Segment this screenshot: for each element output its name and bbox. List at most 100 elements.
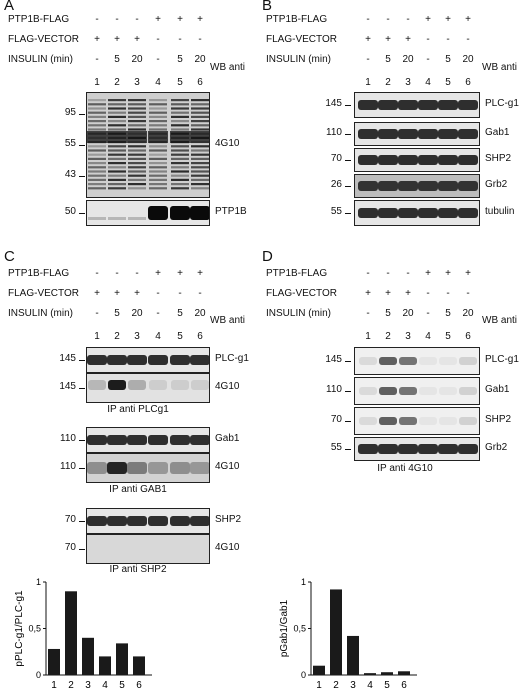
- band: [107, 131, 127, 143]
- condition-value: 20: [194, 308, 206, 319]
- mw-marker: 55: [64, 138, 76, 149]
- band: [358, 208, 378, 218]
- y-tick-label: 1: [36, 577, 41, 587]
- blot-4g10: [86, 373, 210, 403]
- band: [171, 380, 189, 390]
- band: [171, 157, 189, 160]
- condition-value: -: [366, 14, 370, 25]
- antibody-label: PTP1B: [215, 206, 247, 217]
- condition-value: -: [466, 288, 470, 299]
- lane-number: 2: [114, 331, 120, 342]
- band: [108, 174, 126, 177]
- condition-value: -: [366, 54, 370, 65]
- lane-number: 2: [114, 77, 120, 88]
- band: [148, 462, 168, 474]
- bar: [330, 589, 342, 675]
- blot-shp2: [354, 148, 480, 172]
- y-tick-label: 0: [301, 670, 306, 680]
- band: [171, 115, 189, 118]
- band: [190, 355, 209, 365]
- band: [171, 183, 189, 186]
- bar: [48, 648, 60, 675]
- band: [108, 107, 126, 110]
- blot-gab1: [86, 427, 210, 453]
- band: [128, 111, 146, 114]
- lane-number: 3: [405, 331, 411, 342]
- blot-image: [87, 201, 209, 225]
- band: [149, 157, 167, 160]
- band: [171, 149, 189, 152]
- condition-value: 20: [194, 54, 206, 65]
- condition-value: +: [197, 14, 203, 25]
- band: [149, 120, 167, 123]
- row-label-ptp: PTP1B-FLAG: [266, 14, 328, 25]
- bar: [133, 656, 145, 675]
- antibody-label: 4G10: [215, 542, 240, 553]
- band: [358, 444, 378, 454]
- mw-marker: 110: [326, 384, 342, 395]
- mw-tick: [79, 521, 85, 522]
- band: [190, 206, 209, 220]
- condition-value: +: [134, 288, 140, 299]
- band: [127, 435, 147, 445]
- blot-4g10: [86, 92, 210, 198]
- band: [88, 99, 106, 102]
- condition-value: -: [426, 54, 430, 65]
- band: [128, 166, 146, 169]
- band: [418, 100, 438, 110]
- blot-image: [87, 374, 209, 402]
- x-tick-label: 6: [136, 680, 142, 691]
- blot-image: [87, 348, 209, 372]
- condition-value: +: [425, 14, 431, 25]
- mw-tick: [79, 360, 85, 361]
- condition-value: +: [445, 268, 451, 279]
- panel-label-c: C: [4, 248, 15, 265]
- band: [170, 435, 190, 445]
- ip-label-shp2: IP anti SHP2: [109, 564, 167, 575]
- band: [171, 145, 189, 148]
- band: [87, 462, 107, 474]
- band: [358, 181, 378, 191]
- condition-value: -: [366, 268, 370, 279]
- band: [148, 131, 168, 143]
- antibody-label: 4G10: [215, 381, 240, 392]
- mw-marker: 110: [60, 461, 76, 472]
- band: [88, 157, 106, 160]
- blot-image: [355, 93, 479, 117]
- antibody-label: PLC-g1: [485, 98, 519, 109]
- band: [148, 355, 168, 365]
- lane-number: 6: [465, 77, 471, 88]
- blot-ptp1b: [86, 200, 210, 226]
- bar: [364, 673, 376, 675]
- antibody-label: SHP2: [215, 514, 242, 525]
- condition-value: -: [156, 34, 160, 45]
- band: [88, 111, 106, 114]
- condition-value: +: [114, 288, 120, 299]
- band: [128, 128, 146, 131]
- band: [108, 149, 126, 152]
- condition-value: 20: [402, 54, 414, 65]
- condition-value: -: [156, 308, 160, 319]
- condition-value: -: [95, 308, 99, 319]
- condition-value: -: [426, 308, 430, 319]
- band: [88, 380, 106, 390]
- band: [191, 162, 209, 165]
- row-label-ptp: PTP1B-FLAG: [8, 14, 70, 25]
- condition-value: +: [134, 34, 140, 45]
- lane-number: 5: [445, 331, 451, 342]
- blot-image: [355, 123, 479, 145]
- band: [171, 99, 189, 102]
- x-tick-label: 4: [367, 680, 373, 691]
- band: [149, 380, 167, 390]
- band: [439, 357, 457, 365]
- mw-tick: [79, 114, 85, 115]
- band: [458, 129, 478, 139]
- band: [88, 128, 106, 131]
- band: [107, 462, 127, 474]
- wb-anti-label-a: WB anti: [210, 62, 246, 73]
- band: [358, 129, 378, 139]
- band: [190, 462, 209, 474]
- blot-plc-g1: [86, 347, 210, 373]
- antibody-label: Grb2: [485, 442, 508, 453]
- mw-tick: [79, 145, 85, 146]
